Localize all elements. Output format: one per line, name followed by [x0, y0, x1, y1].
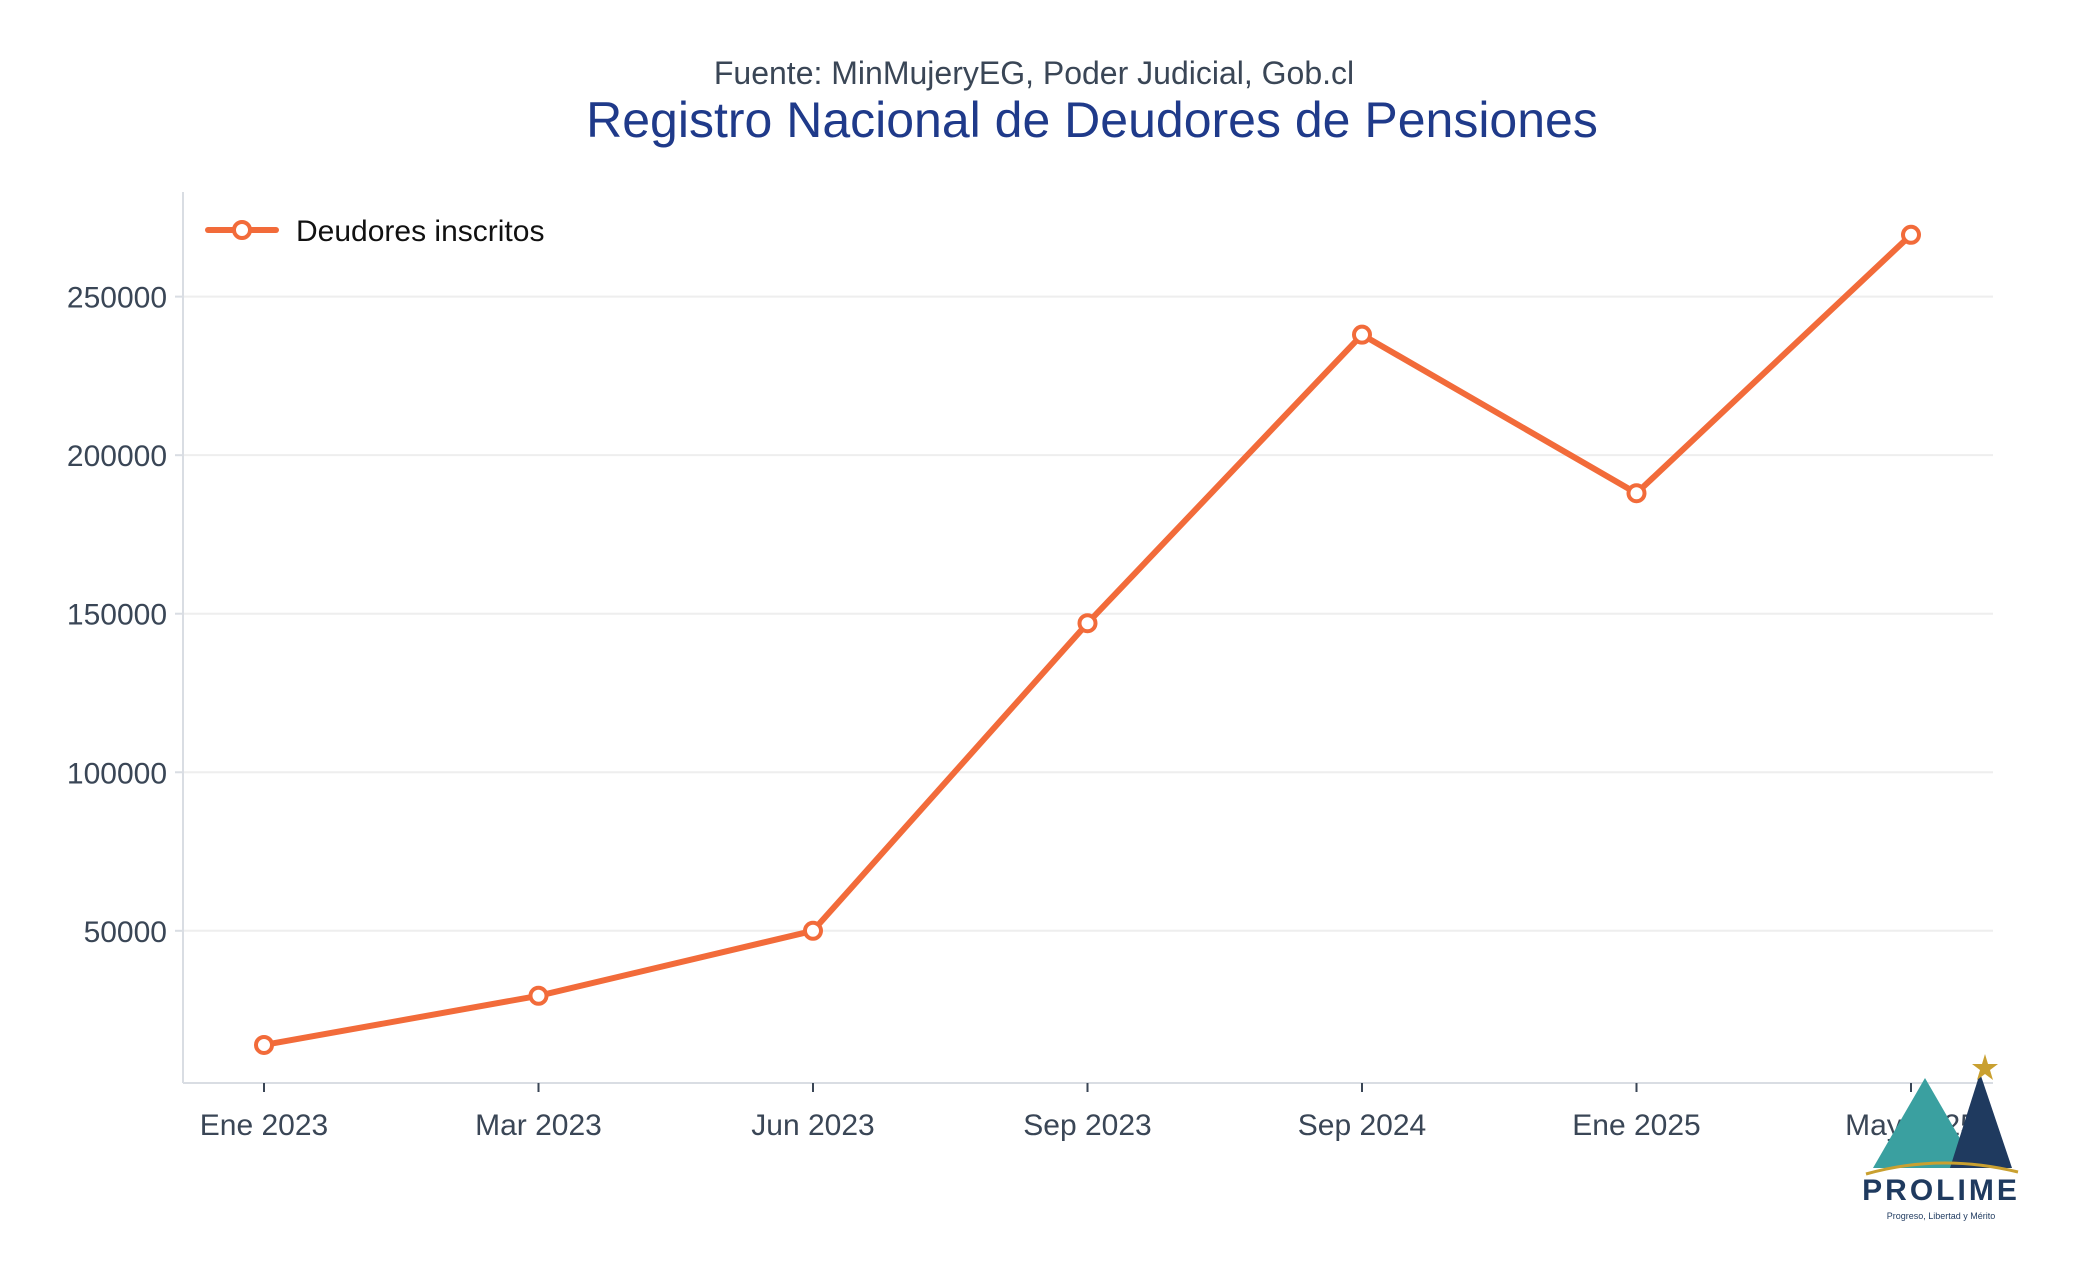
legend: Deudores inscritos [205, 215, 544, 248]
x-tick-label: Sep 2024 [1298, 1109, 1426, 1142]
prolime-logo: PROLIME Progreso, Libertad y Mérito [1862, 1054, 2020, 1221]
x-tick-label: Ene 2025 [1572, 1109, 1700, 1142]
logo-arc-icon [1865, 1161, 2019, 1176]
data-point [803, 920, 823, 941]
logo-tagline: Progreso, Libertad y Mérito [1887, 1211, 1996, 1221]
series-line [261, 231, 1914, 1048]
logo-teal-mountain-icon [1873, 1078, 1977, 1168]
y-tick-label: 100000 [67, 757, 167, 790]
series-layer [254, 224, 1921, 1055]
data-point [1077, 613, 1098, 634]
x-tick-label: Jun 2023 [751, 1109, 874, 1142]
axes: 50000 100000 150000 200000 250000 Ene 2023 Mar… [67, 192, 1993, 1142]
x-tick-label: Sep 2023 [1023, 1109, 1151, 1142]
chart-title: Registro Nacional de Deudores de Pension… [586, 92, 1598, 148]
y-tick-label: 200000 [67, 440, 167, 473]
x-tick-label: Ene 2023 [200, 1109, 328, 1142]
data-point [254, 1034, 274, 1055]
legend-label: Deudores inscritos [296, 215, 544, 248]
chart-subtitle: Fuente: MinMujeryEG, Poder Judicial, Gob… [714, 55, 1354, 91]
y-tick-label: 250000 [67, 282, 167, 315]
data-point [1901, 224, 1921, 245]
logo-star-icon [1972, 1054, 1998, 1080]
logo-name: PROLIME [1862, 1174, 2020, 1207]
logo-navy-mountain-icon [1950, 1073, 2012, 1168]
data-point [1352, 324, 1372, 345]
y-tick-label: 150000 [67, 599, 167, 632]
legend-marker [232, 220, 252, 240]
data-point [1626, 483, 1647, 504]
x-tick-label: Mar 2023 [475, 1109, 602, 1142]
data-point [528, 985, 549, 1006]
y-tick-label: 50000 [84, 916, 167, 949]
